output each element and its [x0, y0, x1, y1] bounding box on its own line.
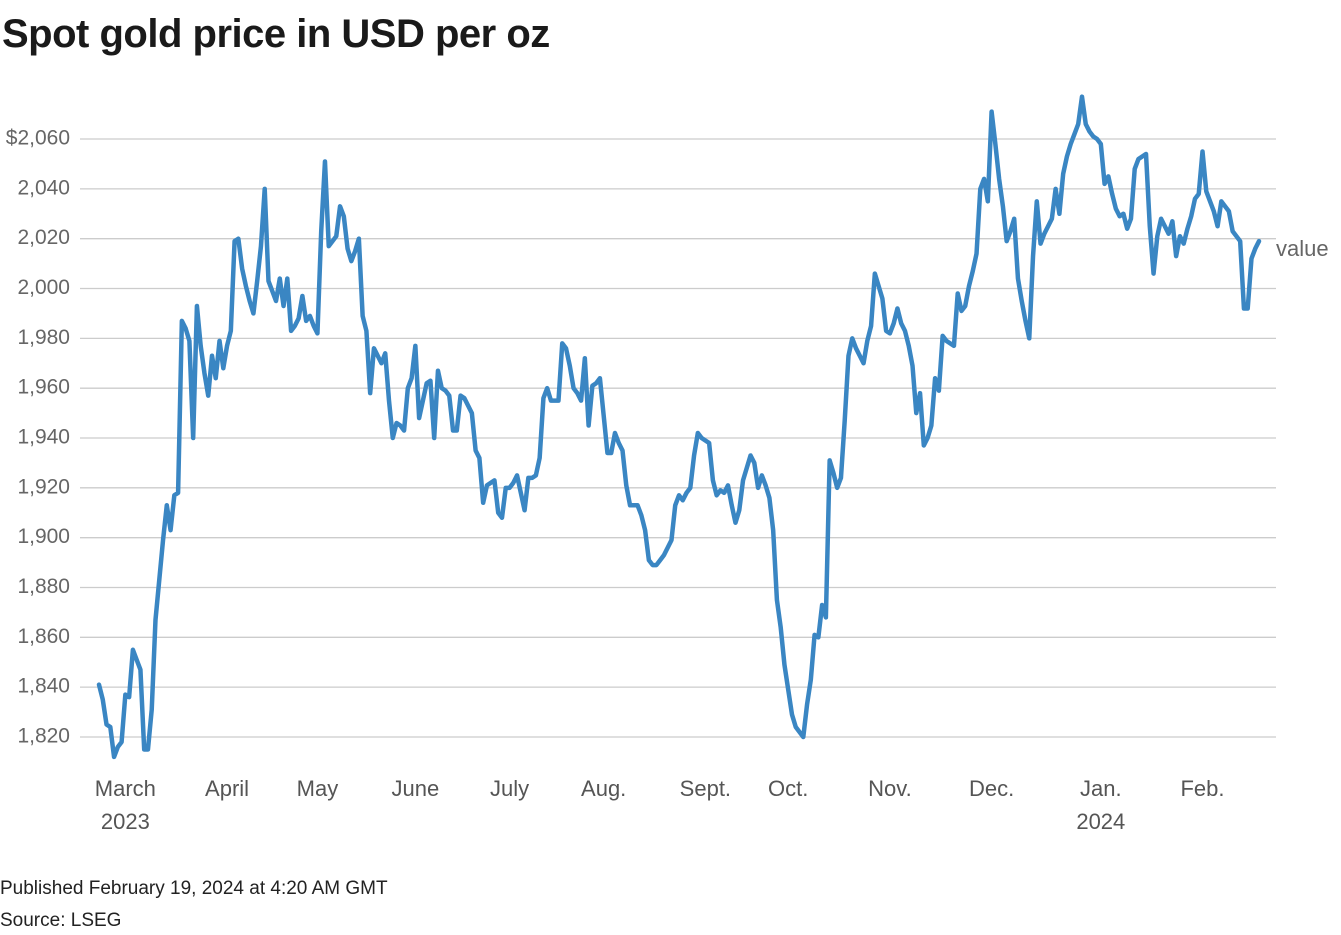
y-tick-label: $2,060 — [6, 127, 70, 150]
y-tick-label: 1,820 — [17, 725, 70, 748]
y-tick-label: 1,840 — [17, 675, 70, 698]
y-tick-label: 2,000 — [17, 276, 70, 299]
x-tick-label: Aug. — [581, 776, 627, 801]
x-tick-label: Sept. — [679, 776, 732, 801]
y-tick-label: 1,940 — [17, 426, 70, 449]
x-tick-label: April — [205, 776, 250, 801]
y-tick-label: 1,900 — [17, 525, 70, 548]
y-tick-label: 2,040 — [17, 176, 70, 199]
y-tick-label: 1,860 — [17, 625, 70, 648]
line — [96, 94, 1262, 760]
source: Source: LSEG — [0, 910, 122, 931]
y-tick-label: 1,920 — [17, 475, 70, 498]
y-tick-label: 1,960 — [17, 376, 70, 399]
x-tick-label: Oct. — [768, 776, 809, 801]
x-tick-label: July — [489, 776, 530, 801]
x-tick-label: June — [391, 776, 440, 801]
y-tick-label: 2,020 — [17, 226, 70, 249]
x-tick-label: Nov. — [868, 776, 912, 801]
y-tick-label: 1,880 — [17, 575, 70, 598]
y-tick-label: 1,980 — [17, 326, 70, 349]
x-tick-label: March 2023 — [94, 776, 156, 834]
x-tick-label: Jan. 2024 — [1076, 776, 1126, 834]
chart-title: Spot gold price in USD per oz — [2, 12, 550, 56]
x-tick-label: May — [296, 776, 339, 801]
series-label: value — [1276, 236, 1329, 261]
x-tick-label: Dec. — [968, 776, 1015, 801]
x-tick-label: Feb. — [1180, 776, 1225, 801]
caption: Published February 19, 2024 at 4:20 AM G… — [0, 878, 388, 899]
